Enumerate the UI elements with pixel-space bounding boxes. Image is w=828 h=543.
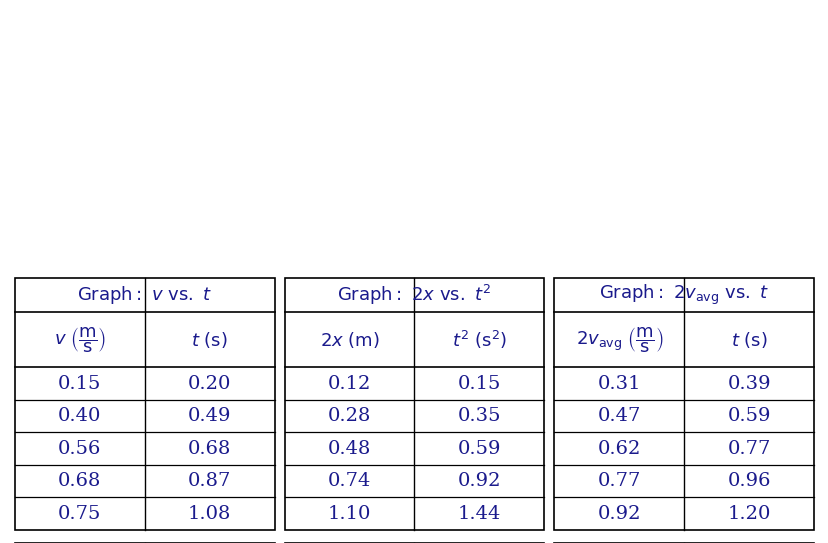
Text: 0.56: 0.56 [58, 440, 101, 458]
Text: $\mathrm{Graph:}\ $$x$$\ \mathrm{vs.}\ $$\dfrac{1}{2}t^2$: $\mathrm{Graph:}\ $$x$$\ \mathrm{vs.}\ $… [66, 542, 223, 543]
Text: 0.28: 0.28 [328, 407, 371, 425]
Text: $2v_{\mathrm{avg}}$ $\left(\dfrac{\mathrm{m}}{\mathrm{s}}\right)$: $2v_{\mathrm{avg}}$ $\left(\dfrac{\mathr… [575, 325, 662, 355]
Text: 0.40: 0.40 [58, 407, 101, 425]
Text: 0.48: 0.48 [328, 440, 371, 458]
Text: $t^2$ $\left(\mathrm{s}^2\right)$: $t^2$ $\left(\mathrm{s}^2\right)$ [451, 329, 507, 351]
Text: 0.92: 0.92 [457, 472, 501, 490]
Text: 0.15: 0.15 [58, 375, 101, 393]
Text: 0.59: 0.59 [726, 407, 770, 425]
Text: 0.31: 0.31 [597, 375, 640, 393]
Text: $\mathrm{Graph:}\ $$v$$\ \mathrm{vs.}\ $$t$: $\mathrm{Graph:}\ $$v$$\ \mathrm{vs.}\ $… [77, 284, 212, 306]
Text: $\mathrm{Graph:}\ $$2x$$\ \mathrm{vs.}\ $$t^2$: $\mathrm{Graph:}\ $$2x$$\ \mathrm{vs.}\ … [337, 283, 491, 307]
Text: $t$ (s): $t$ (s) [730, 330, 767, 350]
Text: 0.92: 0.92 [597, 504, 640, 523]
Text: 0.12: 0.12 [328, 375, 371, 393]
Text: $t$ (s): $t$ (s) [191, 330, 228, 350]
Text: 0.77: 0.77 [727, 440, 770, 458]
Text: 0.68: 0.68 [188, 440, 231, 458]
Text: 0.68: 0.68 [58, 472, 101, 490]
Text: $\mathrm{Graph:}\ $$2v_{\mathrm{avg}}$$\ \mathrm{vs.}\ $$t$: $\mathrm{Graph:}\ $$2v_{\mathrm{avg}}$$\… [599, 283, 768, 307]
Text: 0.74: 0.74 [328, 472, 371, 490]
Text: 0.35: 0.35 [457, 407, 501, 425]
Text: 1.44: 1.44 [457, 504, 500, 523]
Text: $2x$ (m): $2x$ (m) [320, 330, 379, 350]
Text: 0.59: 0.59 [457, 440, 501, 458]
Text: 0.15: 0.15 [457, 375, 500, 393]
Text: 0.96: 0.96 [726, 472, 770, 490]
Text: 0.77: 0.77 [597, 472, 640, 490]
Text: 0.62: 0.62 [597, 440, 640, 458]
Text: 1.08: 1.08 [188, 504, 231, 523]
Text: 0.49: 0.49 [188, 407, 231, 425]
Text: 0.87: 0.87 [188, 472, 231, 490]
Text: 0.20: 0.20 [188, 375, 231, 393]
Text: 0.47: 0.47 [597, 407, 640, 425]
Text: 1.10: 1.10 [328, 504, 371, 523]
Text: 0.75: 0.75 [58, 504, 101, 523]
Text: $v$ $\left(\dfrac{\mathrm{m}}{\mathrm{s}}\right)$: $v$ $\left(\dfrac{\mathrm{m}}{\mathrm{s}… [54, 325, 106, 355]
Text: 0.39: 0.39 [726, 375, 770, 393]
Text: 1.20: 1.20 [727, 504, 770, 523]
